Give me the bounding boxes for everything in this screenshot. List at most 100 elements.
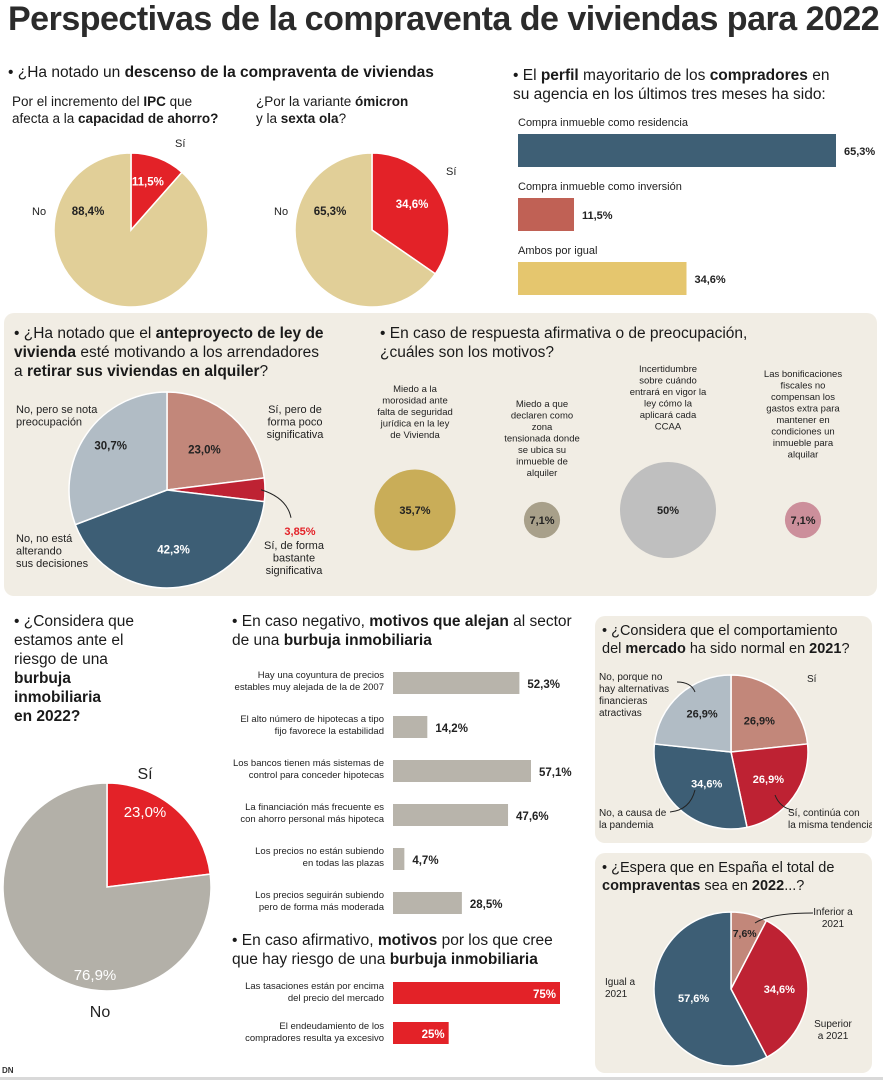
negativo-category-5: Los precios seguirán subiendo — [255, 890, 384, 901]
ante-label-0: Sí, pero de — [268, 404, 322, 416]
ipc-no-value: 88,4% — [72, 206, 105, 218]
negativo-category-4: en todas las plazas — [303, 858, 385, 869]
afi-q-l1-bold: motivos — [377, 932, 438, 949]
negativo-value-1: 14,2% — [435, 723, 468, 735]
afi-q-l1-pre: • En caso afirmativo, — [232, 932, 378, 949]
ante-label-1: significativa — [266, 565, 324, 577]
perfil-value-2: 34,6% — [694, 274, 725, 286]
ante-label-1: Sí, de forma — [264, 540, 325, 552]
espera-leader-0 — [754, 912, 814, 924]
ante-q-l1-bold: anteproyecto de ley de — [155, 325, 324, 342]
afirmativo-value-1: 25% — [422, 1029, 445, 1041]
motivo-label-3: compensan los — [771, 392, 835, 403]
negativo-category-2: Los bancos tienen más sistemas de — [233, 758, 384, 769]
mercado-v3: 26,9% — [686, 709, 717, 721]
burbuja-si-value: 23,0% — [124, 804, 167, 821]
neg-q-l1-pre: • En caso negativo, — [232, 613, 370, 630]
ante-label-0: forma poco — [267, 417, 322, 429]
negativo-bar-1 — [393, 716, 428, 738]
descenso-question: • ¿Ha notado un descenso de la compraven… — [8, 63, 434, 82]
negativo-category-1: fijo favorece la estabilidad — [275, 726, 384, 737]
negativo-category-5: pero de forma más moderada — [259, 902, 385, 913]
motivo-label-1: declaren como — [511, 411, 573, 422]
motivo-label-2: Incertidumbre — [639, 365, 697, 375]
motivo-label-0: jurídica en la ley — [380, 419, 450, 430]
afi-q-l2-bold: burbuja inmobiliaria — [389, 951, 538, 968]
negativo-category-3: con ahorro personal más hipoteca — [240, 814, 384, 825]
ipc-pie-chart: 11,5% Sí 88,4% No — [32, 138, 209, 308]
negativo-question: • En caso negativo, motivos que alejan a… — [232, 612, 572, 650]
motivo-bubble-2 — [620, 462, 716, 558]
motivo-label-3: inmueble para — [773, 438, 834, 449]
anteproyecto-pie-chart: 23,0% 42,3% 30,7% 3,85% Sí, de formabastante… — [16, 391, 325, 589]
burbuja-no-value: 76,9% — [74, 967, 117, 984]
ante-v0: 23,0% — [188, 444, 221, 456]
ante-label-2: alterando — [16, 546, 62, 558]
motivo-label-1: zona — [532, 422, 553, 433]
burbuja-q-l4: burbuja — [14, 670, 71, 687]
mercado-q-l2-bold2: 2021 — [809, 641, 842, 657]
negativo-category-0: Hay una coyuntura de precios — [258, 670, 384, 681]
negativo-value-3: 47,6% — [516, 811, 549, 823]
perfil-value-0: 65,3% — [844, 146, 875, 158]
negativo-category-1: El alto número de hipotecas a tipo — [240, 714, 384, 725]
espera-label-2: Igual a — [605, 977, 635, 988]
omicron-no-value: 65,3% — [314, 206, 347, 218]
omicron-slice-0 — [371, 152, 450, 275]
motivo-label-0: falta de seguridad — [377, 407, 453, 418]
motivo-label-1: alquiler — [527, 468, 558, 479]
burbuja-pie-chart: 23,0% Sí 76,9% No — [2, 766, 212, 1021]
ipc-slice-1 — [53, 152, 209, 308]
motivos-q-l2: ¿cuáles son los motivos? — [380, 344, 555, 361]
omicron-si-value: 34,6% — [396, 199, 429, 211]
ipc-q-l1-bold: IPC — [143, 94, 166, 109]
mercado-label-0: Sí — [807, 674, 817, 685]
afirmativo-bar-chart: Las tasaciones están por encima del preci… — [228, 975, 593, 1055]
mercado-leader-3 — [676, 681, 696, 693]
ante-label-3: No, pero se nota — [16, 404, 98, 416]
omicron-no-label: No — [274, 206, 288, 218]
ante-label-1: bastante — [273, 553, 315, 565]
negativo-value-4: 4,7% — [412, 855, 438, 867]
negativo-value-5: 28,5% — [470, 899, 503, 911]
motivo-label-1: tensionada donde — [504, 434, 580, 445]
mercado-slice-0 — [730, 674, 809, 753]
negativo-bar-chart: Hay una coyuntura de precios estables muy… — [228, 660, 593, 930]
motivo-label-3: Las bonificaciones — [764, 369, 842, 380]
espera-q-l2-post: ...? — [784, 878, 805, 894]
omicron-pie-chart: 34,6% Sí 65,3% No — [274, 152, 456, 308]
espera-label-2: 2021 — [605, 989, 628, 1000]
burbuja-q-l5: inmobiliaria — [14, 689, 101, 706]
burbuja-slice-0 — [106, 782, 212, 888]
espera-label-1: a 2021 — [818, 1031, 849, 1042]
anteproyecto-question: • ¿Ha notado que el anteproyecto de ley … — [14, 324, 324, 381]
perfil-bar-1 — [518, 198, 575, 231]
motivo-label-2: CCAA — [655, 422, 682, 433]
mercado-q-l2-pre: del — [602, 641, 626, 657]
neg-q-l2-bold: burbuja inmobiliaria — [283, 632, 432, 649]
motivo-value-0: 35,7% — [399, 505, 430, 517]
motivo-label-3: fiscales no — [781, 381, 826, 392]
motivos-q-l1: • En caso de respuesta afirmativa o de p… — [380, 325, 748, 342]
espera-label-0: Inferior a — [813, 907, 853, 918]
motivo-bubble-0 — [374, 469, 456, 551]
perfil-q-bold1: perfil — [540, 67, 579, 84]
ante-callout-line — [260, 489, 292, 518]
omicron-question: ¿Por la variante ómicron y la sexta ola? — [256, 93, 408, 127]
afirmativo-category-0: Las tasaciones están por encima — [245, 981, 385, 992]
espera-question: • ¿Espera que en España el total de comp… — [602, 859, 834, 895]
espera-q-l2-bold2: 2022 — [751, 878, 785, 894]
ipc-q-l2-bold: capacidad de ahorro? — [78, 111, 219, 126]
motivo-value-1: 7,1% — [529, 515, 554, 527]
ante-label-0: significativa — [267, 429, 325, 441]
mercado-v2: 34,6% — [691, 778, 722, 790]
burbuja-q-l6: en 2022? — [14, 708, 81, 725]
mercado-q-l2-mid: ha sido normal en — [685, 641, 810, 657]
afi-q-l1-post: por los que cree — [437, 932, 553, 949]
omicron-q-l2-post: ? — [338, 111, 347, 126]
ante-q-l2-bold: vivienda — [14, 344, 77, 361]
negativo-category-4: Los precios no están subiendo — [255, 846, 384, 857]
negativo-category-0: estables muy alejada de la de 2007 — [235, 682, 384, 693]
omicron-q-l2-bold: sexta ola — [280, 111, 339, 126]
ipc-si-value: 11,5% — [132, 176, 164, 188]
